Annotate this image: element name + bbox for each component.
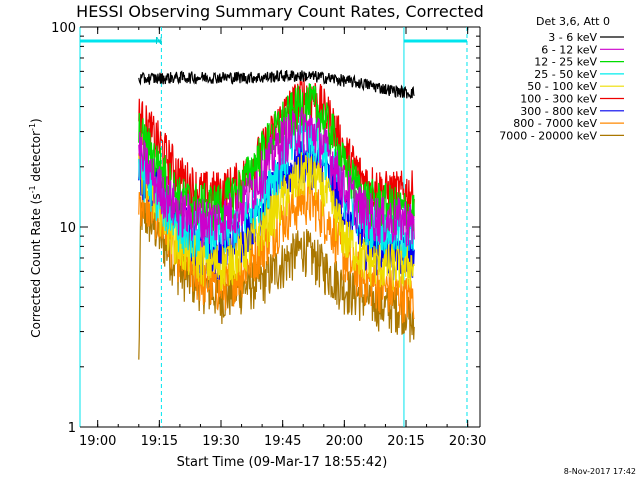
chart-title: HESSI Observing Summary Count Rates, Cor…	[76, 2, 484, 21]
legend-label: 7000 - 20000 keV	[499, 129, 597, 142]
legend-label: 25 - 50 keV	[534, 68, 597, 81]
x-tick-label: 20:15	[387, 434, 424, 449]
x-tick-label: 19:45	[264, 434, 301, 449]
y-axis-label-part: Corrected Count Rate (s	[29, 193, 43, 337]
y-tick-label: 10	[59, 221, 76, 236]
x-tick-label: 20:00	[326, 434, 363, 449]
series-line	[138, 69, 415, 100]
x-tick-label: 19:00	[79, 434, 116, 449]
x-axis-label: Start Time (09-Mar-17 18:55:42)	[177, 455, 388, 470]
legend-label: 3 - 6 keV	[548, 31, 597, 44]
plot-area: 19:00 19:15 19:30 19:45 20:00 20:15 20:30 1 10 10…	[51, 21, 486, 449]
x-tick-label: 19:30	[202, 434, 239, 449]
series-layer	[138, 69, 415, 360]
legend-label: 50 - 100 keV	[527, 80, 597, 93]
x-tick-label: 19:15	[141, 434, 178, 449]
series-line	[138, 196, 415, 360]
y-axis-label-exponent: -1	[28, 123, 37, 131]
legend-label: 12 - 25 keV	[534, 56, 597, 69]
y-tick-label: 1	[68, 421, 76, 436]
series-line	[138, 107, 415, 248]
legend-label: 300 - 800 keV	[520, 105, 597, 118]
footer-timestamp: 8-Nov-2017 17:42	[564, 467, 636, 476]
legend-label: 100 - 300 keV	[520, 93, 597, 106]
y-axis-label-exponent: -1	[28, 185, 37, 193]
axis-ticks: 19:00 19:15 19:30 19:45 20:00 20:15 20:30 1 10 10…	[51, 21, 486, 449]
y-axis-label-part: detector	[29, 131, 43, 186]
y-axis-label-part: )	[29, 118, 43, 123]
legend-label: 800 - 7000 keV	[513, 117, 597, 130]
legend-label: 6 - 12 keV	[541, 43, 597, 56]
series-line	[138, 143, 415, 291]
y-axis-label: Corrected Count Rate (s-1 detector-1)	[28, 118, 43, 337]
series-line	[138, 181, 415, 324]
legend-title: Det 3,6, Att 0	[536, 15, 610, 28]
y-tick-label: 100	[51, 21, 76, 36]
x-tick-label: 20:30	[449, 434, 486, 449]
night-annotation: N	[155, 36, 162, 47]
